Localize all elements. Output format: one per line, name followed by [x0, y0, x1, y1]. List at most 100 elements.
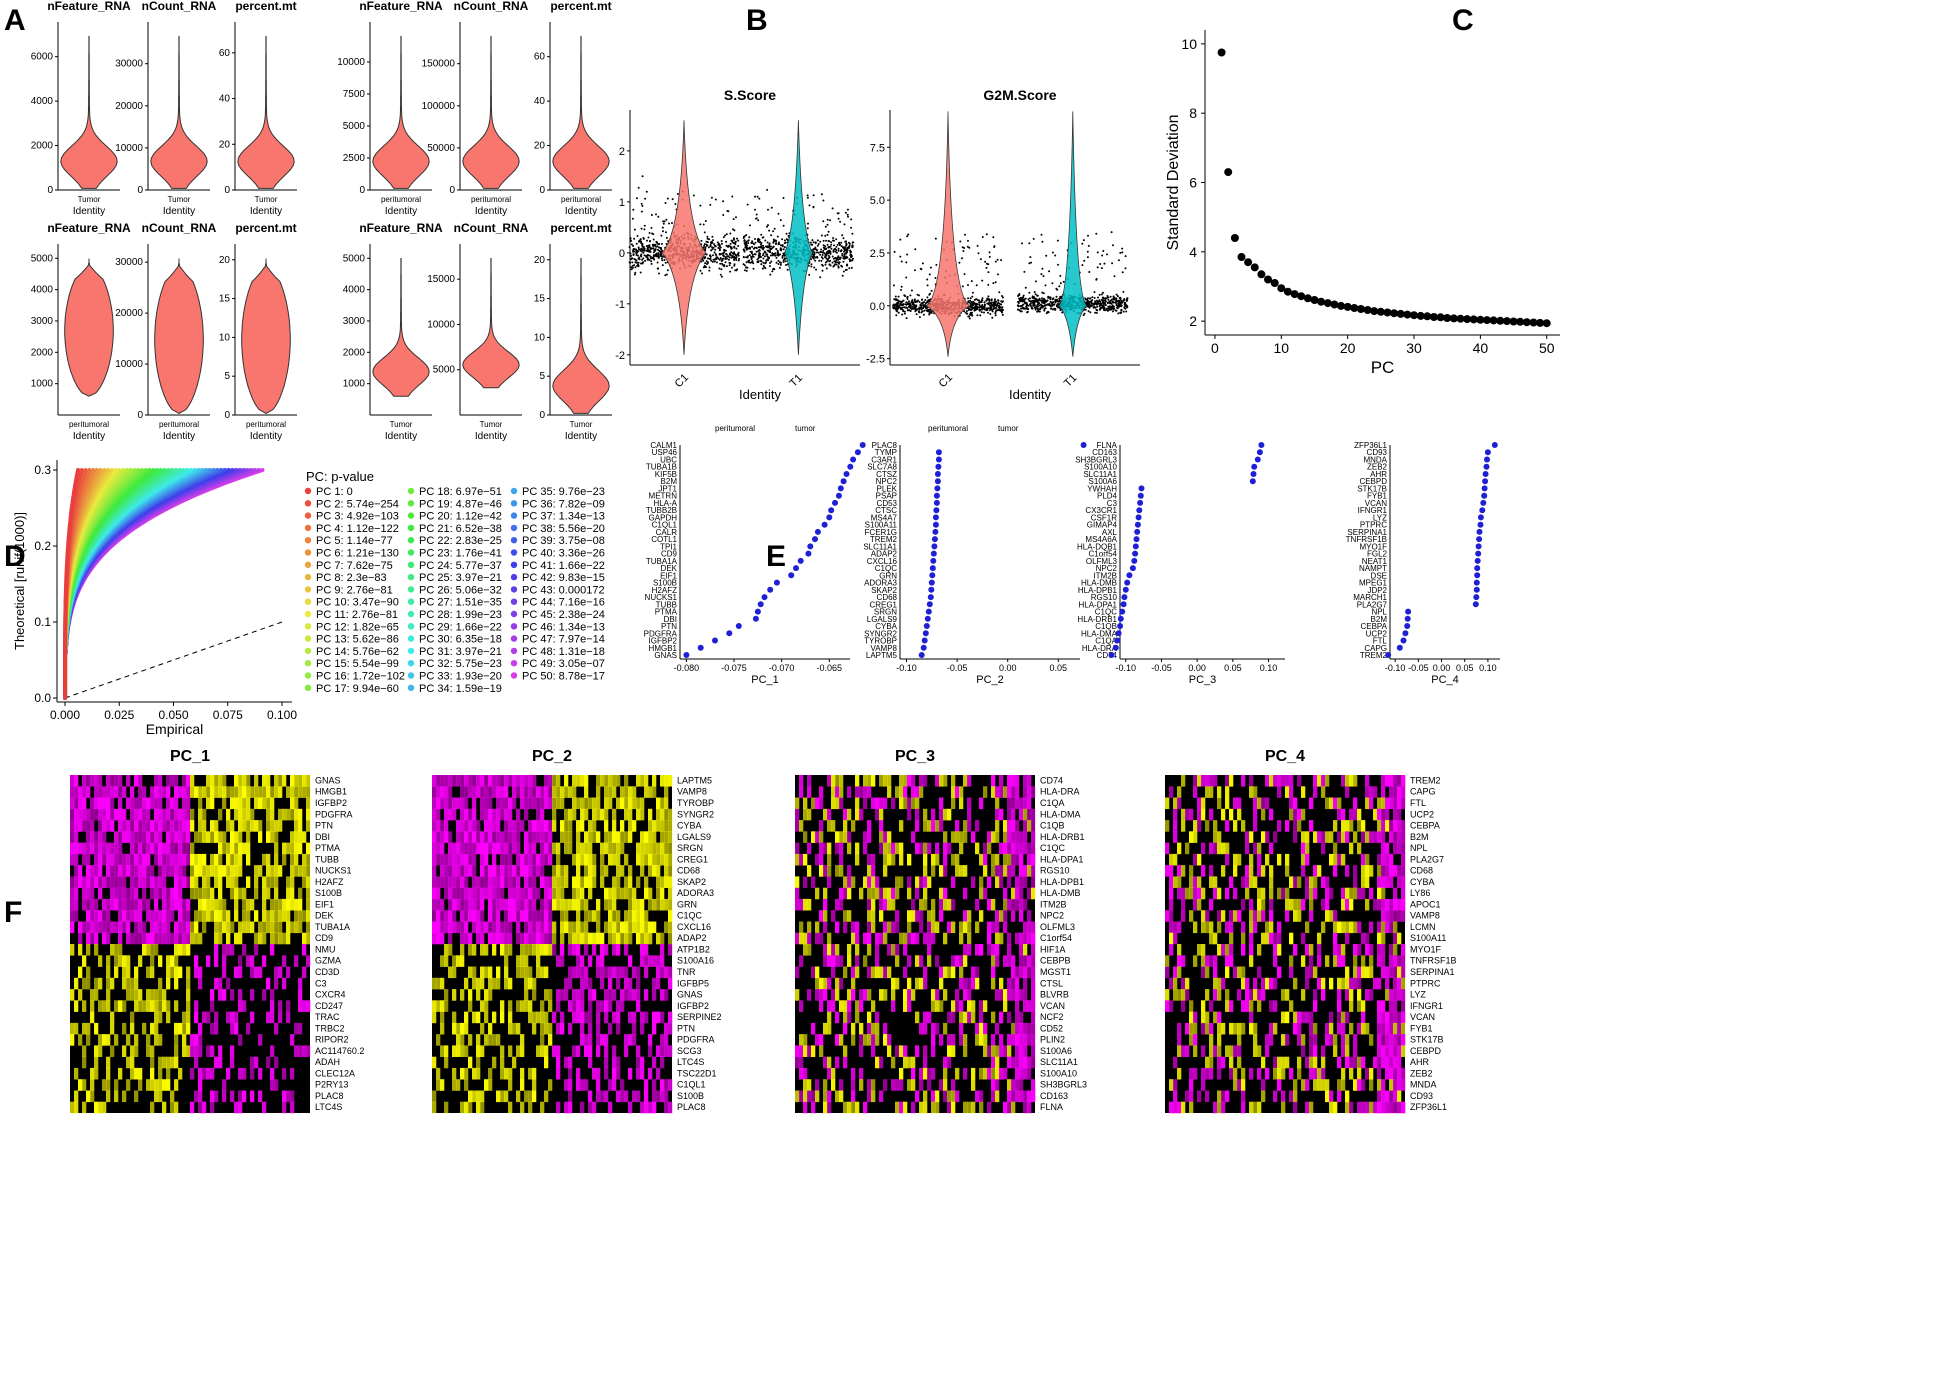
- jitter-point: [736, 237, 738, 240]
- heatmap-cell: [138, 820, 143, 832]
- heatmap-cell: [194, 910, 199, 922]
- jitter-point: [852, 257, 854, 260]
- heatmap-cell: [266, 831, 271, 843]
- heatmap-cell: [186, 820, 191, 832]
- heatmap-cell: [254, 865, 259, 877]
- heatmap-cell: [250, 1090, 255, 1103]
- jitter-point: [1050, 307, 1053, 310]
- jitter-point: [1106, 302, 1109, 305]
- heatmap-cell: [102, 808, 107, 821]
- jitter-point: [1117, 299, 1120, 302]
- legend-label: PC 47: 7.97e−14: [522, 634, 605, 646]
- heatmap-cell: [484, 853, 489, 866]
- heatmap-title: PC_2: [532, 748, 572, 765]
- jitter-point: [1086, 299, 1089, 302]
- heatmap-cell: [540, 797, 545, 810]
- jitter-point: [1116, 295, 1119, 298]
- jitter-point: [1100, 267, 1103, 270]
- jitter-point: [928, 273, 931, 276]
- heatmap-cell: [106, 1067, 111, 1080]
- jitter-point: [718, 248, 721, 250]
- jitter-point: [820, 234, 823, 237]
- loading-point: [935, 456, 942, 463]
- heatmap-cell: [190, 1101, 195, 1114]
- panel-label-b: B: [746, 4, 768, 37]
- heatmap-cell: [668, 808, 673, 821]
- jitter-point: [663, 259, 666, 261]
- heatmap-cell: [624, 775, 629, 787]
- jitter-point: [1019, 299, 1021, 301]
- heatmap-cell: [162, 932, 167, 945]
- heatmap-cell: [476, 786, 481, 798]
- heatmap-cell: [516, 842, 521, 855]
- heatmap-cell: [210, 1022, 215, 1035]
- jitter-point: [751, 245, 754, 248]
- heatmap-cell: [126, 898, 131, 911]
- heatmap-cell: [452, 775, 457, 787]
- heatmap-cell: [524, 797, 529, 810]
- jitter-point: [1125, 310, 1128, 313]
- heatmap-cell: [146, 1034, 151, 1046]
- jitter-point: [922, 301, 925, 304]
- heatmap-cell: [266, 1011, 271, 1024]
- heatmap-cell: [102, 876, 107, 888]
- jitter-point: [782, 197, 785, 199]
- jitter-point: [899, 238, 902, 241]
- heatmap-cell: [190, 865, 195, 877]
- heatmap-cell: [218, 831, 223, 843]
- heatmap-cell: [186, 797, 191, 810]
- jitter-point: [825, 247, 828, 250]
- legend-label: PC 29: 1.66e−22: [419, 621, 502, 633]
- heatmap-cell: [98, 853, 103, 866]
- y-tick-label: 20: [534, 255, 546, 266]
- heatmap-cell: [620, 842, 625, 855]
- jitter-point: [825, 267, 828, 270]
- heatmap-gene-label: GNAS: [315, 776, 341, 786]
- heatmap-cell: [596, 831, 601, 843]
- heatmap-cell: [198, 1034, 203, 1046]
- jitter-point: [988, 309, 991, 312]
- heatmap-cell: [238, 1090, 243, 1103]
- heatmap-cell: [306, 876, 311, 888]
- jitter-point: [1096, 266, 1099, 269]
- heatmap-cell: [150, 786, 155, 798]
- heatmap-cell: [86, 831, 91, 843]
- heatmap-cell: [640, 831, 645, 843]
- heatmap-cell: [536, 797, 541, 810]
- heatmap-cell: [70, 797, 75, 810]
- jitter-point: [928, 293, 931, 296]
- jitter-point: [1031, 307, 1034, 310]
- heatmap-cell: [596, 775, 601, 787]
- heatmap-cell: [182, 831, 187, 843]
- heatmap-cell: [114, 842, 119, 855]
- heatmap-cell: [528, 786, 533, 798]
- heatmap-cell: [266, 977, 271, 990]
- loading-point: [1256, 449, 1263, 456]
- heatmap-cell: [278, 1011, 283, 1024]
- jitter-point: [1115, 309, 1118, 312]
- jitter-point: [773, 227, 776, 230]
- legend-label: PC 31: 3.97e−21: [419, 646, 502, 658]
- jitter-point: [692, 194, 695, 197]
- heatmap-cell: [94, 910, 99, 922]
- loading-point: [1249, 478, 1256, 485]
- heatmap-cell: [162, 1079, 167, 1091]
- y-tick-label: 40: [534, 96, 546, 107]
- jitter-point: [658, 249, 661, 252]
- loading-point: [1136, 507, 1143, 514]
- heatmap-cell: [274, 932, 279, 945]
- heatmap-cell: [126, 977, 131, 990]
- jitter-point: [718, 258, 721, 261]
- jitter-point: [807, 222, 809, 225]
- y-tick-label: 2000: [343, 347, 366, 358]
- heatmap-cell: [440, 797, 445, 810]
- jitter-point: [907, 233, 910, 236]
- heatmap-cell: [142, 808, 147, 821]
- jitter-point: [730, 247, 733, 250]
- jitter-point: [835, 263, 838, 266]
- heatmap-cell: [540, 786, 545, 798]
- jitter-point: [725, 253, 728, 256]
- heatmap-cell: [282, 1090, 287, 1103]
- jitter-point: [723, 249, 726, 252]
